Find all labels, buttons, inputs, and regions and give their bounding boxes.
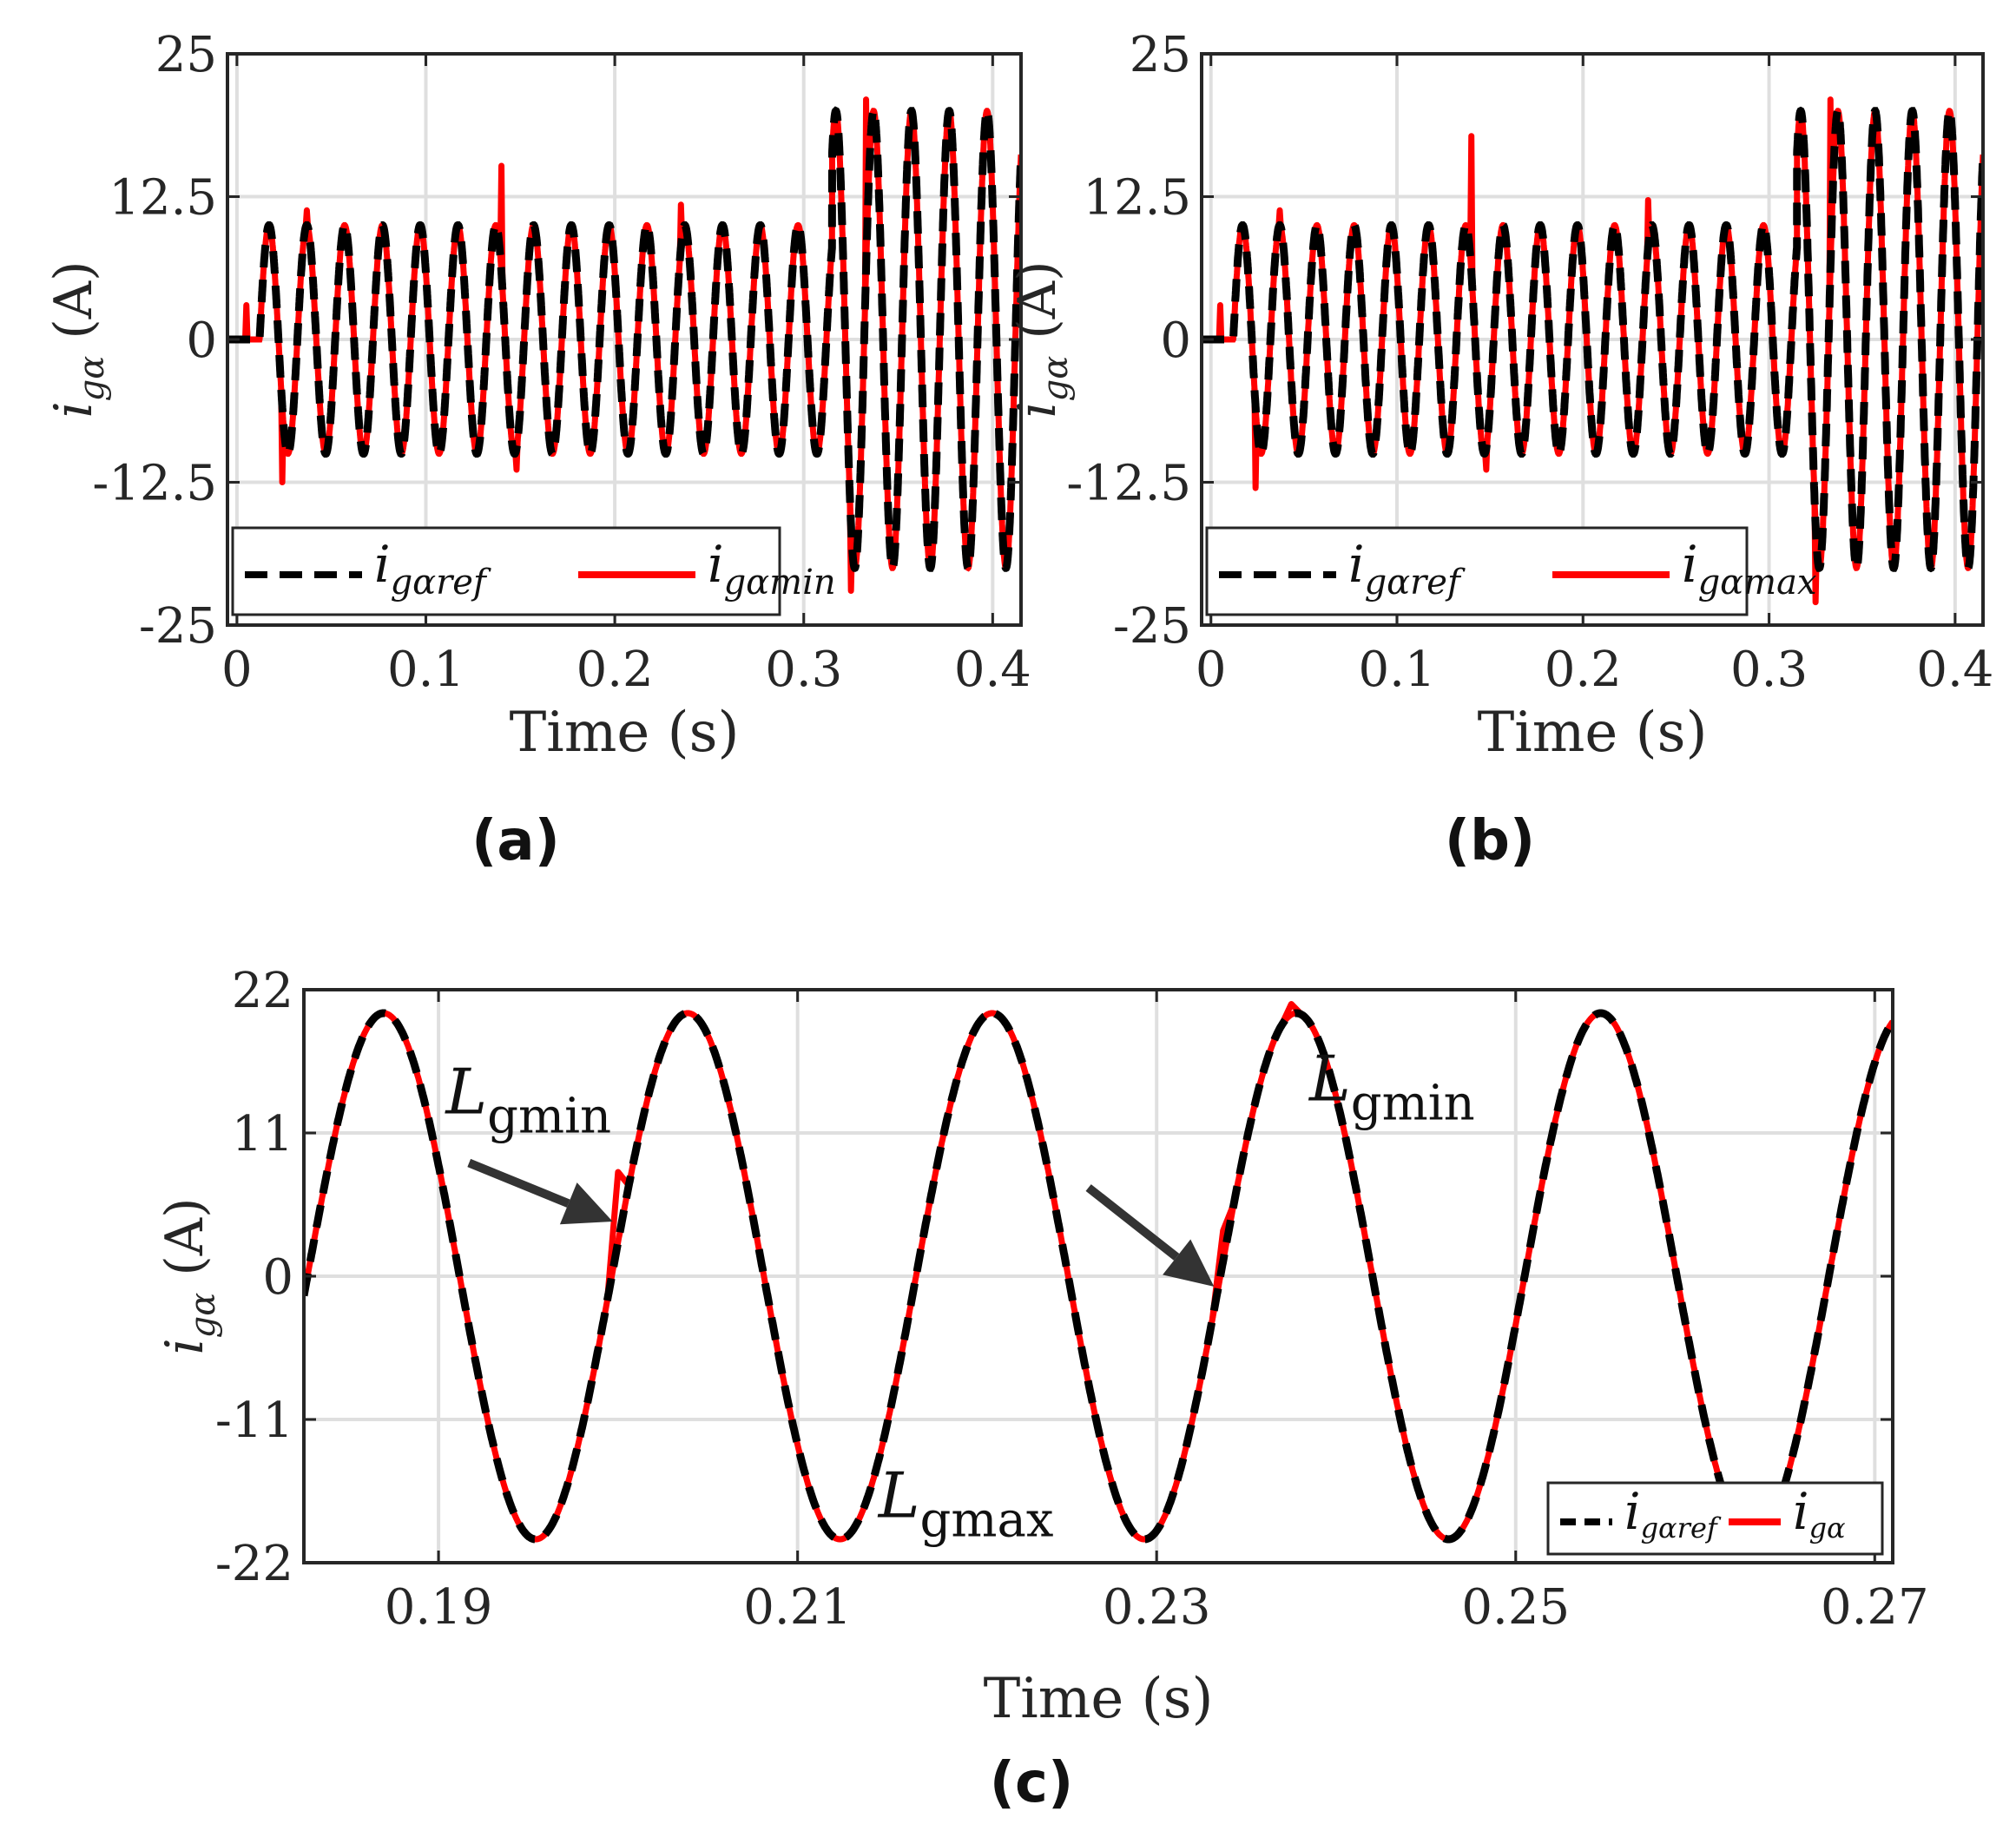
- annotation-lgmin-1: Lgmin: [444, 1056, 613, 1225]
- transient-spike: [1826, 96, 1835, 312]
- y-tick-label: 0: [262, 1249, 293, 1306]
- series-group: [227, 96, 1021, 595]
- series-line-b-reference: [1202, 106, 1983, 573]
- y-tick-label: -12.5: [1066, 456, 1191, 512]
- y-tick-label: -11: [215, 1393, 293, 1449]
- series-group: [304, 1001, 1893, 1544]
- x-tick-label: 0.27: [1821, 1579, 1929, 1636]
- y-axis-label: igα (A): [43, 260, 112, 418]
- transient-spike: [241, 302, 251, 340]
- x-tick-label: 0.3: [1730, 642, 1808, 698]
- transient-spike: [603, 1169, 631, 1301]
- x-tick-label: 0.4: [1916, 642, 1993, 698]
- x-tick-label: 0.21: [743, 1579, 852, 1636]
- x-tick-label: 0.19: [385, 1579, 493, 1636]
- x-tick-label: 0.25: [1461, 1579, 1570, 1636]
- legend-box: [1546, 1481, 1884, 1556]
- legend-label-measured: igαmax: [1682, 535, 1817, 603]
- x-axis-label: Time (s): [510, 701, 740, 765]
- chart-c: 0.19 0.21 0.23 0.25 0.27 -22 -11 0 11 22 Time (s) i…: [155, 963, 1929, 1815]
- legend-label-reference: igαref: [374, 535, 491, 603]
- y-tick-label: 0: [1160, 313, 1191, 369]
- legend-label-reference: igαref: [1348, 535, 1466, 603]
- legend-label-measured: igα: [1793, 1482, 1846, 1544]
- chart-b: 0 0.1 0.2 0.3 0.4 -25 -12.5 0 12.5 25 Time (s) igα …: [1007, 27, 1993, 873]
- x-tick-label: 0.1: [387, 642, 464, 698]
- y-tick-label: 25: [1130, 27, 1191, 83]
- annotation-label: Lgmax: [877, 1459, 1054, 1549]
- legend-label-reference: igαref: [1624, 1482, 1722, 1544]
- y-tick-label: 0: [186, 313, 217, 369]
- series-group: [1202, 96, 1983, 606]
- y-tick-label: -25: [139, 598, 217, 655]
- chart-caption: (c): [990, 1751, 1073, 1815]
- transient-spike: [1466, 133, 1476, 291]
- y-tick-label: 11: [232, 1106, 293, 1162]
- chart-caption: (b): [1445, 809, 1535, 873]
- annotation-label: Lgmin: [444, 1056, 611, 1145]
- legend: igαref igαmin: [231, 526, 836, 616]
- annotation-lgmax: Lgmax: [877, 1459, 1054, 1549]
- x-axis-label: Time (s): [984, 1667, 1214, 1731]
- y-tick-label: 12.5: [1083, 170, 1191, 227]
- legend: igαref igαmax: [1205, 526, 1817, 616]
- x-tick-label: 0.1: [1358, 642, 1435, 698]
- chart-a: 0 0.1 0.2 0.3 0.4 -25 -12.5 0 12.5 25 Time (s) igα …: [43, 27, 1031, 873]
- x-tick-label: 0: [1196, 642, 1227, 698]
- y-tick-label: 12.5: [109, 170, 217, 227]
- annotation-label: Lgmin: [1308, 1043, 1475, 1132]
- y-tick-label: -12.5: [92, 456, 217, 512]
- annotation-arrow-head: [559, 1182, 613, 1225]
- annotation-arrow-head: [1163, 1239, 1215, 1287]
- legend-label-measured: igαmin: [708, 535, 836, 603]
- x-tick-label: 0.2: [576, 642, 654, 698]
- annotation-arrow-shaft: [467, 1158, 570, 1208]
- y-tick-label: -22: [215, 1536, 293, 1592]
- y-tick-label: -25: [1113, 598, 1191, 655]
- transient-spike: [847, 496, 855, 595]
- x-tick-label: 0.2: [1545, 642, 1622, 698]
- y-tick-label: 25: [155, 27, 217, 83]
- series-line-a-reference: [227, 106, 1021, 573]
- x-tick-label: 0.4: [954, 642, 1031, 698]
- x-tick-label: 0.3: [765, 642, 842, 698]
- series-line-c-reference: [304, 1009, 1893, 1544]
- x-tick-label: 0.23: [1103, 1579, 1211, 1636]
- transient-spike: [1216, 302, 1225, 340]
- annotation-arrow-shaft: [1085, 1184, 1180, 1261]
- x-tick-label: 0: [221, 642, 253, 698]
- x-axis-label: Time (s): [1478, 701, 1708, 765]
- annotation-lgmin-2: Lgmin: [1085, 1043, 1475, 1287]
- y-axis-label: igα (A): [1007, 260, 1076, 418]
- chart-caption: (a): [471, 809, 560, 873]
- y-tick-label: 22: [232, 963, 293, 1019]
- y-axis-label: igα (A): [155, 1197, 223, 1354]
- legend: igαref igα: [1546, 1481, 1884, 1556]
